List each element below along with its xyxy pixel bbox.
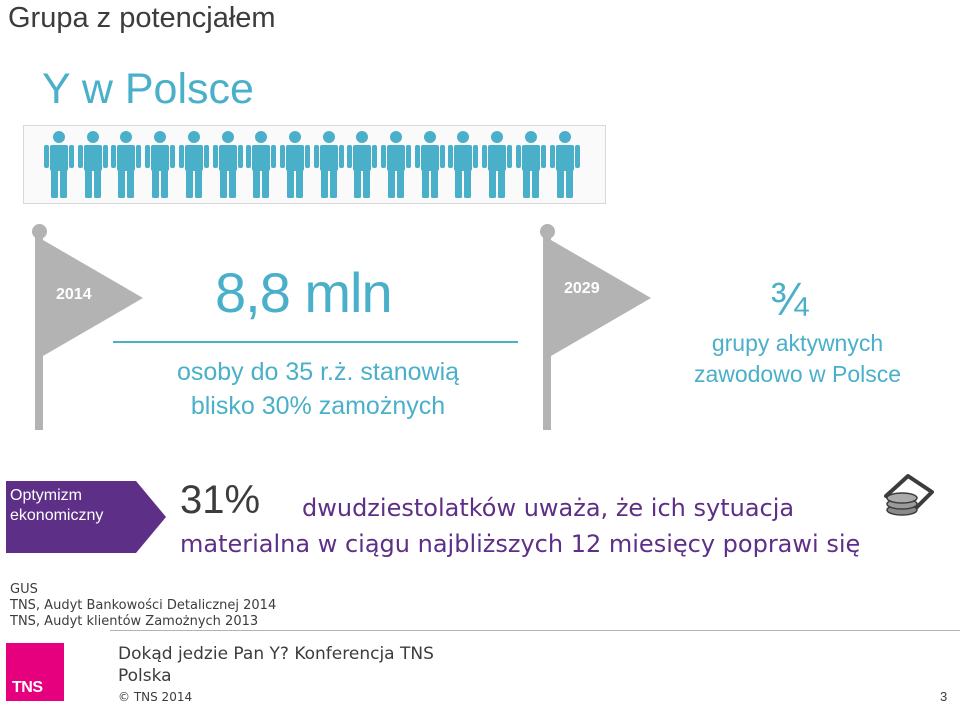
person-icon bbox=[347, 131, 378, 198]
person-icon bbox=[313, 131, 344, 198]
footer-title: Dokąd jedzie Pan Y? Konferencja TNS Pols… bbox=[118, 643, 468, 687]
source-item: GUS bbox=[10, 582, 38, 597]
copyright: © TNS 2014 bbox=[118, 690, 193, 704]
person-icon bbox=[145, 131, 176, 198]
people-icons-panel bbox=[23, 125, 606, 204]
person-icon bbox=[44, 131, 74, 198]
flag-pole-cap-2029 bbox=[540, 224, 555, 239]
person-icon bbox=[178, 131, 209, 198]
optimism-label: Optymizm ekonomiczny bbox=[10, 486, 140, 526]
tns-logo-text: TNS bbox=[12, 679, 43, 696]
person-icon bbox=[515, 131, 546, 198]
year-label-2029: 2029 bbox=[564, 280, 600, 297]
frac-desc-line2: zawodowo w Polsce bbox=[693, 361, 902, 387]
source-item: TNS, Audyt klientów Zamożnych 2013 bbox=[10, 614, 259, 629]
person-icon bbox=[212, 131, 243, 198]
source-item: TNS, Audyt Bankowości Detalicznej 2014 bbox=[10, 598, 277, 613]
optimism-text-line2: materialna w ciągu najbliższych 12 miesi… bbox=[180, 530, 861, 558]
tns-logo: TNS bbox=[6, 643, 64, 701]
optimism-label-arrow bbox=[136, 481, 166, 553]
page-title: Grupa z potencjałem bbox=[8, 2, 276, 34]
page-number: 3 bbox=[940, 689, 948, 704]
person-icon bbox=[381, 131, 411, 198]
optimism-label-box bbox=[6, 481, 136, 553]
stat-8-8-mln: 8,8 mln bbox=[215, 261, 393, 324]
people-icons-row bbox=[44, 130, 580, 200]
footer-title-line1: Dokąd jedzie Pan Y? Konferencja TNS bbox=[118, 644, 434, 664]
stat-underline bbox=[113, 341, 518, 343]
flag-pole-2014 bbox=[35, 232, 43, 430]
person-icon bbox=[448, 131, 479, 198]
flag-pole-2029 bbox=[543, 232, 551, 430]
stat-desc-line1: osoby do 35 r.ż. stanowią bbox=[176, 358, 460, 386]
person-icon bbox=[549, 131, 580, 198]
person-icon bbox=[414, 131, 445, 198]
optimism-text-line1: dwudziestolatków uważa, że ich sytuacja bbox=[302, 494, 795, 522]
frac-desc-line1: grupy aktywnych bbox=[711, 330, 884, 356]
stat-description: osoby do 35 r.ż. stanowią blisko 30% zam… bbox=[112, 355, 524, 423]
stat-desc-line2: blisko 30% zamożnych bbox=[190, 392, 446, 420]
sources-list: GUS TNS, Audyt Bankowości Detalicznej 20… bbox=[10, 582, 276, 630]
optimism-label-line1: Optymizm bbox=[10, 487, 82, 504]
footer-divider bbox=[110, 630, 960, 631]
fraction-description: grupy aktywnych zawodowo w Polsce bbox=[650, 328, 945, 390]
flag-2029 bbox=[551, 240, 651, 356]
subtitle: Y w Polsce bbox=[42, 65, 254, 113]
person-icon bbox=[77, 131, 108, 198]
year-label-2014: 2014 bbox=[56, 286, 92, 303]
person-icon bbox=[279, 131, 310, 198]
flag-pole-cap-2014 bbox=[32, 224, 47, 239]
person-icon bbox=[482, 131, 513, 198]
wallet-coins-icon bbox=[884, 474, 934, 516]
percent-31: 31% bbox=[180, 478, 261, 522]
person-icon bbox=[111, 131, 142, 198]
fraction-three-quarters: ¾ bbox=[770, 273, 809, 325]
person-icon bbox=[246, 131, 277, 198]
optimism-label-line2: ekonomiczny bbox=[10, 507, 104, 524]
flag-2014 bbox=[43, 240, 143, 356]
footer-title-line2: Polska bbox=[118, 666, 172, 686]
